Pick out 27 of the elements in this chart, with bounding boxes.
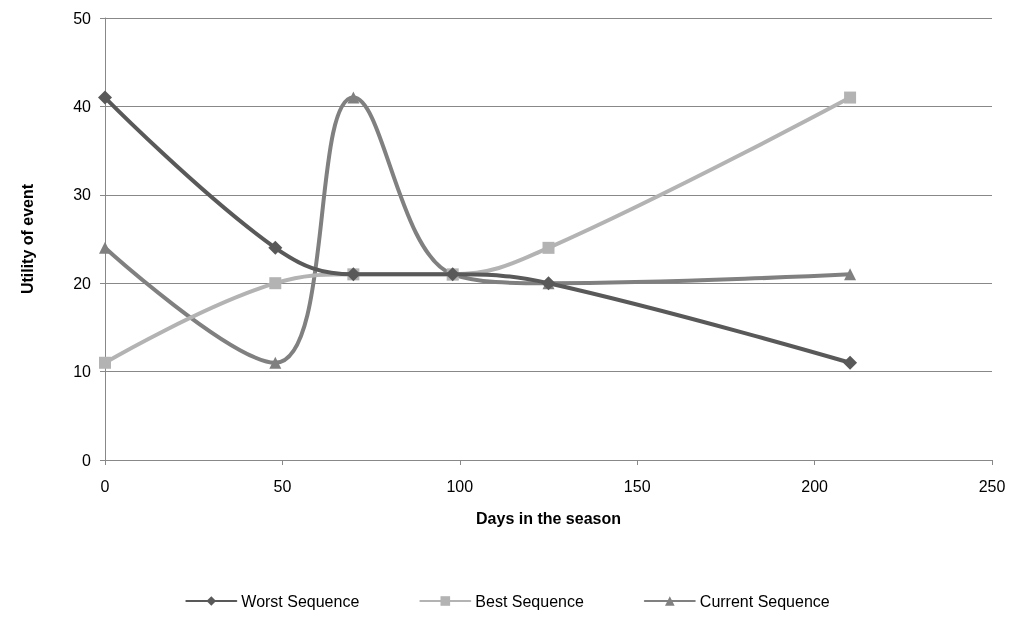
x-tick-label: 100 <box>446 477 474 495</box>
point <box>98 90 112 105</box>
y-tick-label: 40 <box>73 97 92 115</box>
legend-label: Current Sequence <box>699 592 830 610</box>
x-tick-label: 150 <box>623 477 651 495</box>
point <box>269 277 282 290</box>
point <box>844 268 857 281</box>
legend-label: Worst Sequence <box>241 592 360 610</box>
y-tick-label: 20 <box>73 274 92 292</box>
x-axis-title: Days in the season <box>476 509 621 527</box>
x-tick-label: 200 <box>801 477 829 495</box>
legend-label: Best Sequence <box>475 592 584 610</box>
y-tick-label: 30 <box>73 186 92 204</box>
x-tick-label: 50 <box>273 477 292 495</box>
point <box>843 355 858 370</box>
y-tick-label: 50 <box>73 9 92 27</box>
point <box>269 356 282 369</box>
y-tick-label: 0 <box>82 451 92 469</box>
x-tick-label: 0 <box>100 477 110 495</box>
y-axis-title: Utility of event <box>18 183 36 295</box>
point <box>99 356 111 369</box>
point <box>268 240 283 255</box>
x-tick-label: 250 <box>978 477 1006 495</box>
point <box>542 241 555 254</box>
y-tick-label: 10 <box>73 363 92 381</box>
point <box>844 91 857 104</box>
point <box>347 91 360 104</box>
